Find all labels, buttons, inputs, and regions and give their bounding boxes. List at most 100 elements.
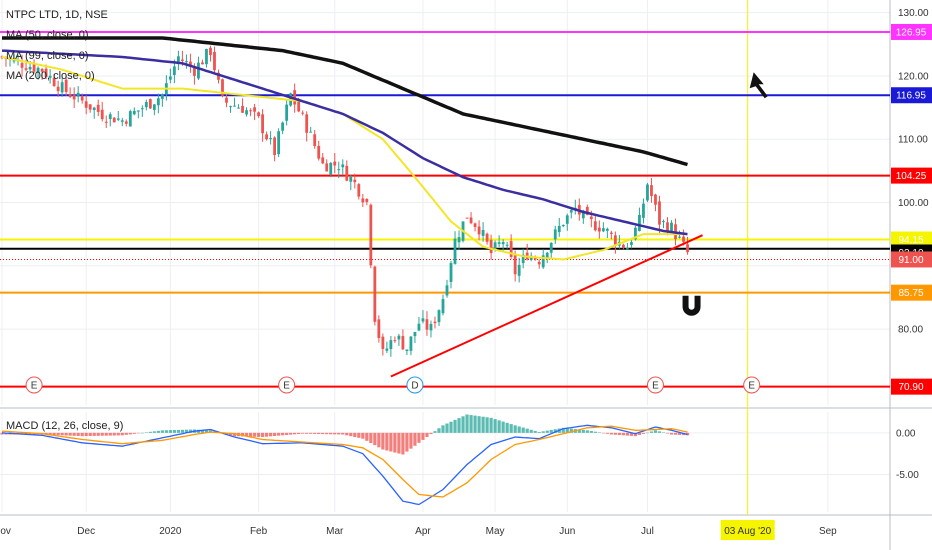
candle-body: [561, 224, 565, 227]
candle-body: [72, 94, 76, 100]
macd-histogram-bar: [321, 432, 325, 435]
candle-body: [205, 48, 208, 65]
candle-body: [513, 255, 517, 275]
macd-histogram-bar: [361, 432, 365, 439]
candle-body: [413, 331, 417, 337]
time-tick-label: Nov: [0, 526, 11, 537]
macd-histogram-bar: [132, 432, 136, 434]
macd-histogram-bar: [104, 432, 108, 436]
macd-histogram-bar: [341, 432, 345, 435]
candle-body: [176, 56, 180, 63]
macd-histogram-bar: [349, 432, 353, 437]
candle-body: [533, 257, 537, 260]
candle-body: [445, 285, 449, 296]
dotted-level-tag-label: 91.00: [898, 255, 923, 266]
candle-body: [597, 227, 601, 232]
candle-body: [541, 255, 545, 268]
candle-body: [28, 66, 32, 70]
macd-histogram-bar: [665, 432, 670, 434]
macd-histogram-bar: [649, 431, 654, 433]
candle-body: [589, 216, 593, 220]
macd-histogram-bar: [373, 432, 377, 446]
macd-histogram-bar: [505, 422, 509, 433]
candle-body: [136, 110, 140, 112]
macd-histogram-bar: [497, 420, 501, 433]
macd-histogram-bar: [501, 421, 505, 433]
candle-body: [662, 221, 665, 223]
candle-body: [397, 335, 401, 340]
macd-histogram-bar: [525, 428, 529, 433]
candle-body: [245, 110, 248, 115]
event-marker: [743, 376, 761, 394]
macd-histogram-bar: [172, 430, 176, 433]
level-price-tag: [891, 167, 932, 184]
macd-histogram-bar: [264, 432, 269, 437]
candle-body: [389, 340, 393, 350]
macd-histogram-bar: [429, 432, 433, 435]
time-tick-label: Sep: [819, 526, 837, 537]
candle-body: [521, 254, 525, 264]
candle-body: [64, 79, 68, 92]
candle-body: [658, 201, 661, 225]
macd-histogram-bar: [188, 429, 193, 433]
candle-body: [361, 198, 365, 203]
macd-histogram-bar: [232, 432, 237, 437]
macd-legend: MACD (12, 26, close, 9): [6, 420, 124, 432]
macd-histogram-bar: [88, 432, 92, 436]
macd-histogram-bar: [437, 428, 441, 433]
candle-body: [654, 194, 657, 205]
event-marker-label: E: [652, 381, 659, 392]
macd-histogram-bar: [333, 432, 337, 435]
macd-histogram-bar: [633, 432, 638, 437]
macd-histogram-bar: [353, 432, 357, 437]
level-price-tag-label: 126.95: [896, 27, 927, 38]
macd-histogram-bar: [401, 432, 405, 455]
candle-body: [309, 131, 313, 133]
macd-histogram-bar: [184, 429, 189, 433]
candle-body: [104, 121, 108, 123]
macd-histogram-bar: [605, 432, 609, 434]
macd-histogram-bar: [381, 432, 385, 450]
candle-body: [201, 62, 204, 65]
candle-body: [56, 86, 60, 92]
candle-body: [76, 92, 80, 97]
macd-histogram-bar: [248, 432, 253, 437]
candle-body: [501, 242, 505, 245]
macd-histogram-bar: [545, 430, 549, 433]
macd-histogram-bar: [68, 432, 72, 436]
macd-histogram-bar: [477, 416, 481, 433]
candle-body: [148, 99, 152, 109]
macd-histogram-bar: [152, 431, 156, 433]
signal-line: [1, 425, 688, 498]
candle-body: [221, 79, 224, 96]
macd-histogram-bar: [441, 425, 445, 433]
level-price-tag-label: 70.90: [898, 382, 923, 393]
candle-body: [630, 242, 633, 245]
macd-histogram-bar: [160, 430, 164, 433]
macd-histogram-bar: [529, 429, 533, 433]
macd-histogram-bar: [637, 432, 642, 435]
macd-histogram-bar: [28, 432, 32, 435]
macd-histogram-bar: [385, 432, 389, 451]
macd-histogram-bar: [397, 432, 401, 454]
candle-body: [269, 138, 273, 140]
macd-histogram-bar: [293, 432, 297, 435]
candle-body: [409, 336, 413, 351]
macd-histogram-bar: [48, 432, 52, 435]
time-tick-label: Feb: [250, 526, 268, 537]
macd-histogram-bar: [593, 431, 597, 433]
candle-body: [156, 98, 160, 106]
candle-body: [421, 318, 425, 322]
macd-histogram-bar: [244, 432, 249, 437]
macd-histogram-bar: [325, 432, 329, 435]
macd-histogram-bar: [156, 430, 160, 433]
candle-body: [233, 105, 236, 107]
event-marker-label: E: [283, 381, 290, 392]
macd-histogram-bar: [369, 432, 373, 443]
candle-body: [678, 236, 681, 238]
candle-body: [112, 117, 116, 123]
candle-body: [24, 68, 28, 70]
candle-body: [172, 66, 176, 75]
macd-histogram-bar: [313, 432, 317, 434]
